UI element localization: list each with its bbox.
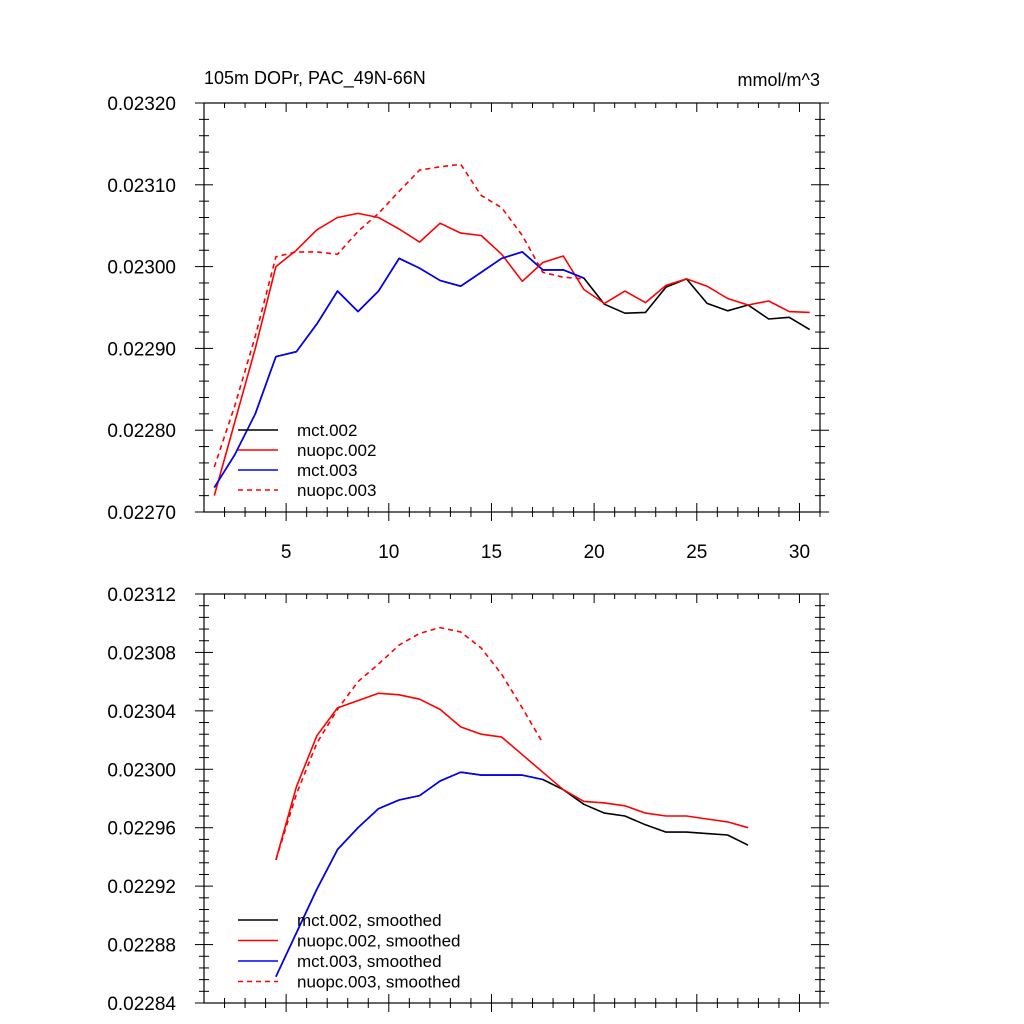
legend-label: mct.003, smoothed: [297, 952, 442, 971]
y-tick-label: 0.02280: [107, 421, 176, 442]
y-tick-label: 0.02308: [107, 643, 176, 664]
y-tick-label: 0.02300: [107, 760, 176, 781]
legend-label: mct.002, smoothed: [297, 911, 442, 930]
y-tick-label: 0.02288: [107, 936, 176, 957]
x-tick-label: 25: [686, 542, 707, 563]
y-tick-label: 0.02292: [107, 877, 176, 898]
units-label: mmol/m^3: [738, 70, 820, 90]
bottom-panel: 0.02284 0.02288 0.02292 0.02296 0.02300 0.023…: [107, 585, 829, 1015]
legend-label: nuopc.003, smoothed: [297, 973, 461, 992]
legend-label: mct.002: [297, 421, 357, 440]
legend-label: mct.003: [297, 461, 357, 480]
x-tick-label: 15: [481, 542, 502, 563]
y-tick-label: 0.02304: [107, 702, 176, 723]
series-line-mct-003: [213, 251, 585, 488]
y-tick-label: 0.02320: [107, 94, 176, 115]
top-panel: 105m DOPr, PAC_49N-66N mmol/m^3 5 10 15 20 2…: [107, 68, 829, 563]
y-tick-label: 0.02284: [107, 994, 176, 1015]
legend: mct.002, smoothed nuopc.002, smoothedmct.…: [238, 911, 461, 992]
y-tick-label: 0.02290: [107, 339, 176, 360]
series-line-mct-003-smoothed: [275, 771, 543, 978]
legend-label: nuopc.003: [297, 481, 376, 500]
y-tick-label: 0.02270: [107, 503, 176, 524]
y-tick-label: 0.02300: [107, 258, 176, 279]
series-line-nuopc-002: [213, 212, 810, 496]
x-tick-label: 30: [789, 542, 810, 563]
x-tick-label: 10: [378, 542, 399, 563]
legend-label: nuopc.002: [297, 441, 376, 460]
x-tick-label: 20: [584, 542, 605, 563]
y-tick-label: 0.02312: [107, 585, 176, 606]
y-tick-label: 0.02296: [107, 819, 176, 840]
legend-label: nuopc.002, smoothed: [297, 932, 461, 951]
series-line-nuopc-003: [213, 163, 584, 468]
chart-title: 105m DOPr, PAC_49N-66N: [204, 68, 426, 89]
y-tick-label: 0.02310: [107, 176, 176, 197]
series-line-nuopc-003-smoothed: [275, 626, 544, 861]
x-tick-label: 5: [281, 542, 292, 563]
series-line-nuopc-002-smoothed: [275, 692, 749, 861]
